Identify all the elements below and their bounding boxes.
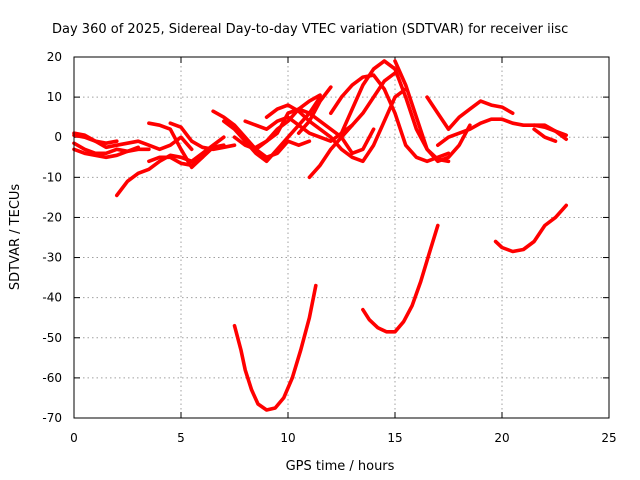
- series-line-s21: [436, 117, 568, 147]
- y-tick-label: -20: [42, 210, 62, 224]
- series-line-s12: [243, 115, 354, 143]
- x-tick-label: 20: [494, 431, 509, 445]
- series-line-s13: [254, 107, 376, 156]
- x-tick-label: 0: [70, 431, 78, 445]
- x-tick-labels: 0 5 10 15 20 25: [70, 431, 616, 445]
- series-line-s8: [168, 121, 237, 152]
- x-tick-label: 10: [280, 431, 295, 445]
- y-tick-label: -60: [42, 371, 62, 385]
- series-line-s9: [211, 109, 312, 160]
- y-tick-label: 0: [54, 130, 62, 144]
- series-line-s14: [264, 87, 408, 164]
- series-line-s5: [115, 135, 226, 198]
- series-line-s26: [493, 203, 568, 254]
- series-line-s10: [222, 95, 322, 164]
- series-line-s25: [361, 223, 440, 334]
- series-line-s3: [72, 141, 151, 156]
- grid-lines: [74, 57, 609, 418]
- y-tick-label: -40: [42, 291, 62, 305]
- x-tick-label: 5: [177, 431, 185, 445]
- axis-ticks: [73, 56, 610, 419]
- y-tick-label: -70: [42, 411, 62, 425]
- y-tick-label: -50: [42, 331, 62, 345]
- series-group: [72, 59, 568, 412]
- y-tick-labels: -70 -60 -50 -40 -30 -20 -10 0 10 20: [42, 50, 62, 425]
- series-line-s7: [147, 155, 205, 168]
- series-line-s4: [72, 131, 119, 145]
- series-line-s23: [532, 127, 558, 143]
- x-tick-label: 15: [387, 431, 402, 445]
- x-axis-label: GPS time / hours: [286, 459, 395, 474]
- series-line-s19: [393, 59, 472, 164]
- series-line-s15: [296, 85, 333, 135]
- plot-frame: [73, 56, 610, 419]
- y-tick-label: 10: [47, 90, 62, 104]
- chart-title: Day 360 of 2025, Sidereal Day-to-day VTE…: [52, 22, 568, 37]
- series-line-s20: [425, 95, 515, 131]
- series-line-s22: [532, 123, 568, 141]
- series-line-s11: [232, 93, 322, 152]
- series-line-s17: [329, 73, 451, 164]
- x-tick-label: 25: [601, 431, 616, 445]
- y-tick-label: -30: [42, 251, 62, 265]
- y-axis-label: SDTVAR / TECUs: [8, 184, 23, 291]
- series-line-s24: [232, 283, 318, 412]
- y-tick-label: -10: [42, 170, 62, 184]
- y-tick-label: 20: [47, 50, 62, 64]
